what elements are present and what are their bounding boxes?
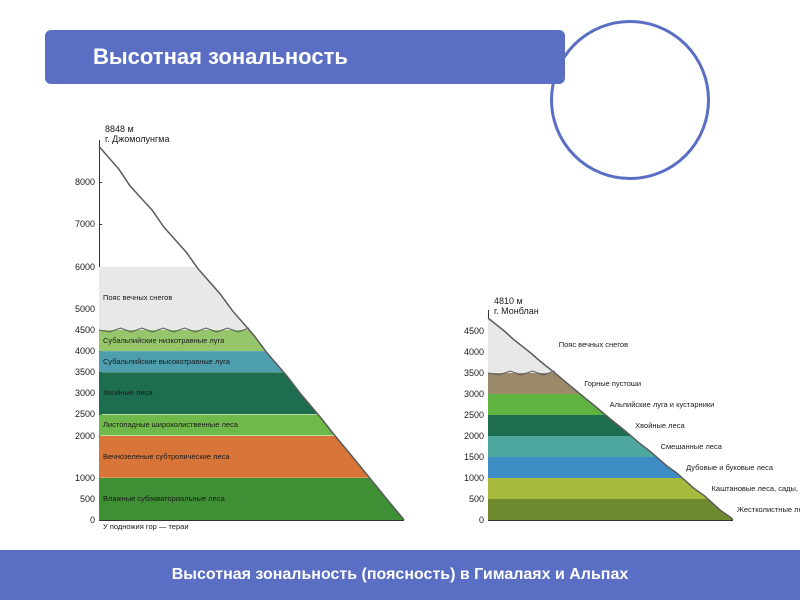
peak-elevation: 4810 м bbox=[494, 296, 523, 306]
axis-tick: 3000 bbox=[63, 388, 95, 398]
band-label: Пояс вечных снегов bbox=[559, 341, 628, 349]
altitude-band bbox=[488, 457, 682, 478]
axis-tick: 1500 bbox=[452, 452, 484, 462]
right-mountain-chart: 050010001500200025003000350040004500Жест… bbox=[460, 120, 750, 540]
band-label: Листопадные широколиственные леса bbox=[103, 421, 238, 429]
axis-tick: 3500 bbox=[452, 368, 484, 378]
band-label: Каштановые леса, сады, виноградники, пол… bbox=[712, 485, 800, 493]
band-label: Альпийские луга и кустарники bbox=[610, 401, 715, 409]
axis-tick: 3000 bbox=[452, 389, 484, 399]
axis-tick: 4000 bbox=[452, 347, 484, 357]
peak-name: г. Джомолунгма bbox=[105, 134, 170, 144]
axis-tick: 4000 bbox=[63, 346, 95, 356]
altitude-band bbox=[488, 415, 631, 436]
peak-name: г. Монблан bbox=[494, 306, 539, 316]
header-title: Высотная зональность bbox=[93, 44, 348, 70]
band-label: Горные пустоши bbox=[584, 380, 641, 388]
band-label: Пояс вечных снегов bbox=[103, 294, 172, 302]
axis-tick: 2500 bbox=[63, 409, 95, 419]
band-label: Субальпийские низкотравные луга bbox=[103, 337, 224, 345]
band-label: Хвойные леса bbox=[103, 389, 153, 397]
left-mountain-chart: 0 500 1000 2000 2500 3000 3500 4000 4500 5000 6000… bbox=[65, 120, 425, 540]
axis-tick: 0 bbox=[63, 515, 95, 525]
footer-caption: Высотная зональность (поясность) в Гимал… bbox=[172, 566, 629, 584]
axis-tick: 4500 bbox=[452, 326, 484, 336]
altitude-band bbox=[488, 436, 657, 457]
chart-area: 0500100020002500300035004000450050006000… bbox=[65, 120, 765, 540]
footer-bar: Высотная зональность (поясность) в Гимал… bbox=[0, 550, 800, 600]
axis-tick: 0 bbox=[452, 515, 484, 525]
axis-tick: 2000 bbox=[63, 431, 95, 441]
axis-tick: 1000 bbox=[452, 473, 484, 483]
band-label: Дубовые и буковые леса bbox=[686, 464, 773, 472]
peak-elevation: 8848 м bbox=[105, 124, 134, 134]
slide-root: Высотная зональность 0 500 1000 2000 2500 300… bbox=[0, 0, 800, 600]
band-label: Субальпийские высокотравные луга bbox=[103, 358, 230, 366]
axis-tick: 500 bbox=[452, 494, 484, 504]
base-label: У подножия гор — тераи bbox=[103, 523, 189, 531]
altitude-band bbox=[488, 373, 580, 394]
altitude-band bbox=[488, 394, 606, 415]
axis-tick: 8000 bbox=[63, 177, 95, 187]
band-label: Смешанные леса bbox=[661, 443, 722, 451]
axis-tick: 500 bbox=[63, 494, 95, 504]
altitude-band bbox=[488, 318, 555, 373]
axis-tick: 5000 bbox=[63, 304, 95, 314]
axis-tick: 4500 bbox=[63, 325, 95, 335]
axis-tick: 6000 bbox=[63, 262, 95, 272]
band-label: Хвойные леса bbox=[635, 422, 685, 430]
altitude-band bbox=[488, 499, 733, 520]
altitude-band bbox=[488, 478, 708, 499]
axis-tick: 3500 bbox=[63, 367, 95, 377]
axis-tick: 7000 bbox=[63, 219, 95, 229]
axis-tick: 1000 bbox=[63, 473, 95, 483]
band-label: Вечнозеленые субтропические леса bbox=[103, 453, 230, 461]
axis-tick: 2000 bbox=[452, 431, 484, 441]
band-label: Влажные субэкваториальные леса bbox=[103, 495, 225, 503]
axis-tick: 2500 bbox=[452, 410, 484, 420]
band-label: Жестколистные леса и кустарники bbox=[737, 506, 800, 514]
header-bar: Высотная зональность bbox=[45, 30, 565, 84]
